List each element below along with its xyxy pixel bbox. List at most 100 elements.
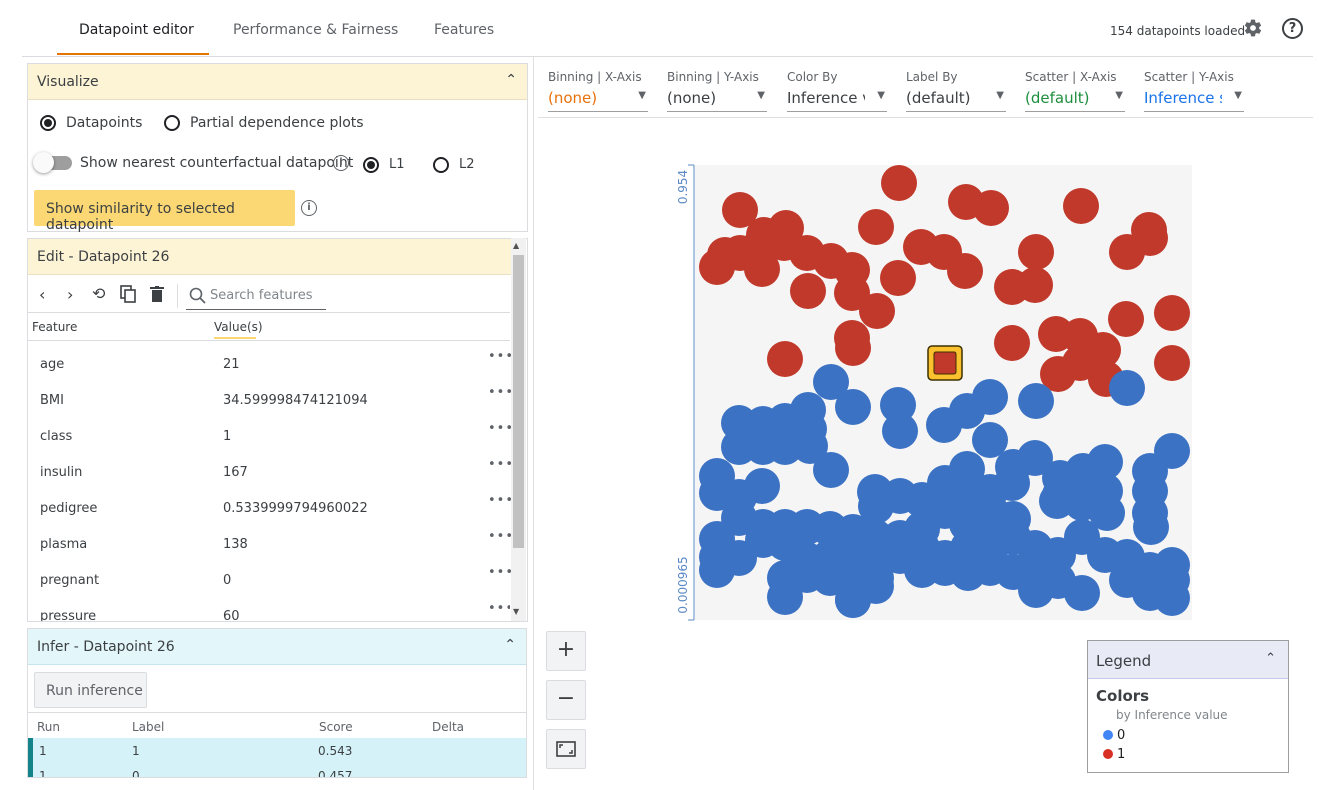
scatter-point[interactable] bbox=[972, 550, 1008, 586]
counterfactual-toggle-knob[interactable] bbox=[33, 152, 54, 173]
scroll-down-icon[interactable]: ▼ bbox=[513, 607, 520, 616]
chevron-up-icon[interactable]: ⌃ bbox=[505, 72, 517, 88]
more-options-icon[interactable]: ••• bbox=[488, 601, 510, 616]
more-options-icon[interactable]: ••• bbox=[488, 349, 515, 364]
run-inference-button[interactable]: Run inference bbox=[34, 672, 147, 708]
legend-header[interactable]: Legend ⌃ bbox=[1088, 641, 1288, 679]
scatter-point[interactable] bbox=[835, 330, 871, 366]
scatter-point[interactable] bbox=[790, 273, 826, 309]
scatter-point[interactable] bbox=[1089, 495, 1125, 531]
feature-value[interactable]: 0 bbox=[223, 573, 232, 588]
chevron-up-icon[interactable]: ⌃ bbox=[504, 637, 516, 653]
scatter-point[interactable] bbox=[722, 192, 758, 228]
pdp-radio[interactable] bbox=[164, 115, 180, 131]
scatter-point[interactable] bbox=[1133, 509, 1169, 545]
scatter-point[interactable] bbox=[1062, 345, 1098, 381]
help-icon[interactable]: ? bbox=[1282, 18, 1303, 39]
scatter-point[interactable] bbox=[835, 389, 871, 425]
feature-value[interactable]: 34.599998474121094 bbox=[223, 393, 368, 408]
visualize-header[interactable]: Visualize ⌃ bbox=[28, 64, 527, 100]
scatter-point[interactable] bbox=[1063, 188, 1099, 224]
feature-value[interactable]: 167 bbox=[223, 465, 248, 480]
scatter-point[interactable] bbox=[882, 413, 918, 449]
scatter-point[interactable] bbox=[767, 579, 803, 615]
scatter-point[interactable] bbox=[767, 429, 803, 465]
scatter-point[interactable] bbox=[835, 582, 871, 618]
scatter-point[interactable] bbox=[994, 465, 1030, 501]
delete-icon[interactable] bbox=[150, 286, 164, 302]
scatter-point[interactable] bbox=[1154, 580, 1190, 616]
edit-scrollbar-thumb[interactable] bbox=[513, 255, 524, 548]
chevron-left-icon[interactable]: ‹ bbox=[39, 285, 46, 304]
scatter-point[interactable] bbox=[744, 468, 780, 504]
scatter-point[interactable] bbox=[813, 452, 849, 488]
info-icon[interactable]: i bbox=[333, 155, 349, 171]
more-options-icon[interactable]: ••• bbox=[488, 421, 515, 436]
history-icon[interactable]: ⟲ bbox=[92, 284, 106, 303]
scatter-point[interactable] bbox=[1154, 433, 1190, 469]
fit-to-screen-button[interactable] bbox=[546, 729, 586, 769]
info-icon[interactable]: i bbox=[301, 200, 317, 216]
scatter-point[interactable] bbox=[994, 325, 1030, 361]
feature-value[interactable]: 1 bbox=[223, 429, 232, 444]
scatter-plot[interactable]: 0.954 0.000965 bbox=[660, 150, 1210, 630]
copy-icon[interactable] bbox=[120, 285, 136, 303]
scatter-point[interactable] bbox=[880, 387, 916, 423]
scroll-up-icon[interactable]: ▲ bbox=[513, 241, 520, 250]
datapoints-radio[interactable] bbox=[40, 115, 56, 131]
scatter-point[interactable] bbox=[834, 275, 870, 311]
scatter-point[interactable] bbox=[881, 165, 917, 201]
scatter-point[interactable] bbox=[1017, 440, 1053, 476]
gear-icon[interactable] bbox=[1243, 18, 1263, 38]
chevron-up-icon[interactable]: ⌃ bbox=[1265, 651, 1276, 666]
scatter-point[interactable] bbox=[699, 552, 735, 588]
scatter-point[interactable] bbox=[744, 251, 780, 287]
scatter-point[interactable] bbox=[973, 190, 1009, 226]
show-similarity-button[interactable]: Show similarity to selected datapoint bbox=[34, 190, 295, 233]
tab-performance-fairness[interactable]: Performance & Fairness bbox=[233, 22, 399, 38]
tab-features[interactable]: Features bbox=[434, 22, 495, 38]
scatter-point[interactable] bbox=[1154, 295, 1190, 331]
zoom-in-button[interactable]: + bbox=[546, 631, 586, 671]
color-by-select[interactable]: Color By Inference value ▼ bbox=[787, 70, 887, 112]
more-options-icon[interactable]: ••• bbox=[488, 457, 515, 472]
scatter-point[interactable] bbox=[926, 407, 962, 443]
feature-value[interactable]: 21 bbox=[223, 357, 240, 372]
binning-x-select[interactable]: Binning | X-Axis (none) ▼ bbox=[548, 70, 648, 112]
scatter-point[interactable] bbox=[1108, 301, 1144, 337]
more-options-icon[interactable]: ••• bbox=[488, 529, 515, 544]
feature-value[interactable]: 138 bbox=[223, 537, 248, 552]
label-by-select[interactable]: Label By (default) ▼ bbox=[906, 70, 1006, 112]
scatter-point[interactable] bbox=[1064, 575, 1100, 611]
scatter-point[interactable] bbox=[859, 293, 895, 329]
scatter-point[interactable] bbox=[858, 209, 894, 245]
scatter-x-select[interactable]: Scatter | X-Axis (default) ▼ bbox=[1025, 70, 1125, 112]
more-options-icon[interactable]: ••• bbox=[488, 385, 515, 400]
l2-radio[interactable] bbox=[433, 157, 449, 173]
more-options-icon[interactable]: ••• bbox=[488, 493, 515, 508]
more-options-icon[interactable]: ••• bbox=[488, 565, 515, 580]
infer-header[interactable]: Infer - Datapoint 26 ⌃ bbox=[28, 629, 526, 665]
scatter-point[interactable] bbox=[1018, 572, 1054, 608]
binning-y-select[interactable]: Binning | Y-Axis (none) ▼ bbox=[667, 70, 767, 112]
scatter-point[interactable] bbox=[813, 364, 849, 400]
chevron-right-icon[interactable]: › bbox=[67, 285, 74, 304]
scatter-y-select[interactable]: Scatter | Y-Axis Inference score ▼ bbox=[1144, 70, 1244, 112]
scatter-point[interactable] bbox=[1154, 345, 1190, 381]
feature-value[interactable]: 60 bbox=[223, 609, 240, 621]
selected-datapoint[interactable] bbox=[927, 345, 963, 381]
zoom-out-button[interactable]: − bbox=[546, 680, 586, 720]
scatter-point[interactable] bbox=[767, 341, 803, 377]
feature-value[interactable]: 0.5339999794960022 bbox=[223, 501, 368, 516]
scatter-point[interactable] bbox=[1109, 234, 1145, 270]
search-features-input[interactable]: Search features bbox=[186, 284, 326, 310]
scatter-point[interactable] bbox=[947, 253, 983, 289]
scatter-point[interactable] bbox=[972, 422, 1008, 458]
scatter-point[interactable] bbox=[1018, 234, 1054, 270]
scatter-point[interactable] bbox=[1018, 383, 1054, 419]
class-0-points[interactable] bbox=[699, 364, 1190, 618]
l1-radio[interactable] bbox=[363, 157, 379, 173]
scatter-point[interactable] bbox=[1109, 370, 1145, 406]
tab-datapoint-editor[interactable]: Datapoint editor bbox=[79, 22, 194, 38]
scatter-point[interactable] bbox=[858, 488, 894, 524]
